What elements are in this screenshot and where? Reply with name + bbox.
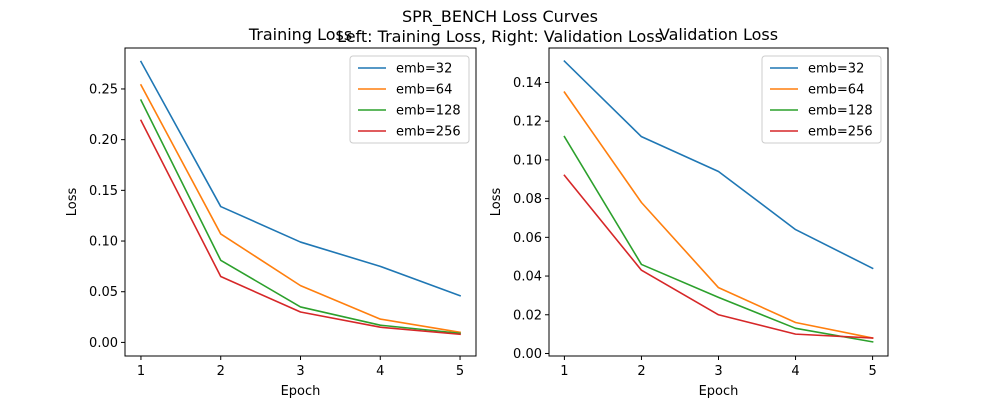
training-y-axis-label: Loss: [65, 188, 80, 217]
training-x-axis-label: Epoch: [281, 384, 321, 399]
validation-y-tick-label: 0.06: [513, 231, 542, 246]
training-legend-label: emb=256: [396, 125, 461, 140]
training-legend-label: emb=64: [396, 83, 452, 98]
training-chart-title: Training Loss: [248, 25, 352, 44]
validation-y-axis-label: Loss: [489, 188, 504, 217]
validation-y-tick-label: 0.04: [513, 270, 542, 285]
validation-loss-chart: Validation Loss 1 2 3 4 5 0.00 0.02 0.04 0.06 0.08…: [489, 25, 889, 399]
training-y-tick-label: 0.00: [89, 336, 118, 351]
validation-y-tick-label: 0.00: [513, 347, 542, 362]
validation-series-line-emb-256: [563, 174, 874, 339]
validation-x-tick-label: 3: [714, 364, 722, 379]
validation-y-tick-label: 0.14: [513, 76, 542, 91]
validation-x-tick-label: 1: [560, 364, 568, 379]
validation-legend-label: emb=128: [808, 104, 873, 119]
training-y-tick-label: 0.20: [89, 133, 118, 148]
validation-legend-label: emb=64: [808, 83, 864, 98]
validation-legend-box: [761, 55, 882, 144]
training-legend-label: emb=32: [396, 62, 452, 77]
validation-x-tick-label: 4: [791, 364, 799, 379]
training-series-line-emb-128: [139, 99, 461, 335]
training-x-tick-label: 2: [217, 364, 225, 379]
validation-y-tick-label: 0.02: [513, 308, 542, 323]
training-x-tick-label: 1: [137, 364, 145, 379]
validation-series-line-emb-64: [563, 91, 874, 339]
training-y-tick-label: 0.05: [89, 285, 118, 300]
validation-y-tick-label: 0.10: [513, 153, 542, 168]
validation-y-tick-label: 0.08: [513, 192, 542, 207]
validation-legend: emb=32 emb=64 emb=128 emb=256: [761, 55, 882, 144]
training-legend-box: [349, 55, 470, 144]
training-series-line-emb-32: [139, 60, 462, 297]
figure-title-line2: Left: Training Loss, Right: Validation L…: [337, 27, 663, 46]
validation-legend-label: emb=256: [808, 125, 873, 140]
training-x-tick-label: 4: [376, 364, 384, 379]
training-legend: emb=32 emb=64 emb=128 emb=256: [349, 55, 470, 144]
validation-y-tick-label: 0.12: [513, 115, 542, 130]
validation-legend-label: emb=32: [808, 62, 864, 77]
validation-x-axis-label: Epoch: [699, 384, 739, 399]
training-series-line-emb-64: [139, 83, 461, 334]
training-legend-label: emb=128: [396, 104, 461, 119]
validation-series-line-emb-128: [563, 135, 874, 343]
training-x-tick-label: 3: [296, 364, 304, 379]
training-x-tick-label: 5: [456, 364, 464, 379]
training-y-tick-label: 0.25: [89, 82, 118, 97]
training-series-line-emb-256: [139, 119, 461, 336]
training-y-tick-label: 0.15: [89, 184, 118, 199]
validation-x-tick-label: 5: [868, 364, 876, 379]
figure-title-line1: SPR_BENCH Loss Curves: [402, 7, 598, 27]
validation-x-tick-label: 2: [637, 364, 645, 379]
training-loss-chart: Training Loss 1 2 3 4 5 0.00 0.05 0.10 0.15 0.20 0.…: [65, 25, 477, 399]
training-y-tick-label: 0.10: [89, 235, 118, 250]
validation-chart-title: Validation Loss: [659, 25, 778, 44]
validation-series-line-emb-32: [563, 60, 874, 270]
